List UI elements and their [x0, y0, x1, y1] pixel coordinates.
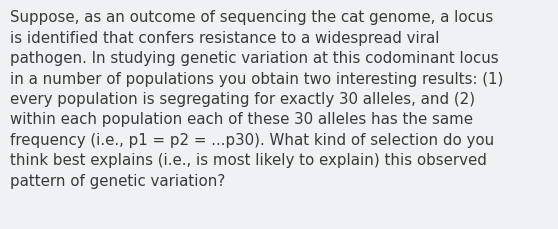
Text: Suppose, as an outcome of sequencing the cat genome, a locus
is identified that : Suppose, as an outcome of sequencing the… [10, 10, 503, 188]
